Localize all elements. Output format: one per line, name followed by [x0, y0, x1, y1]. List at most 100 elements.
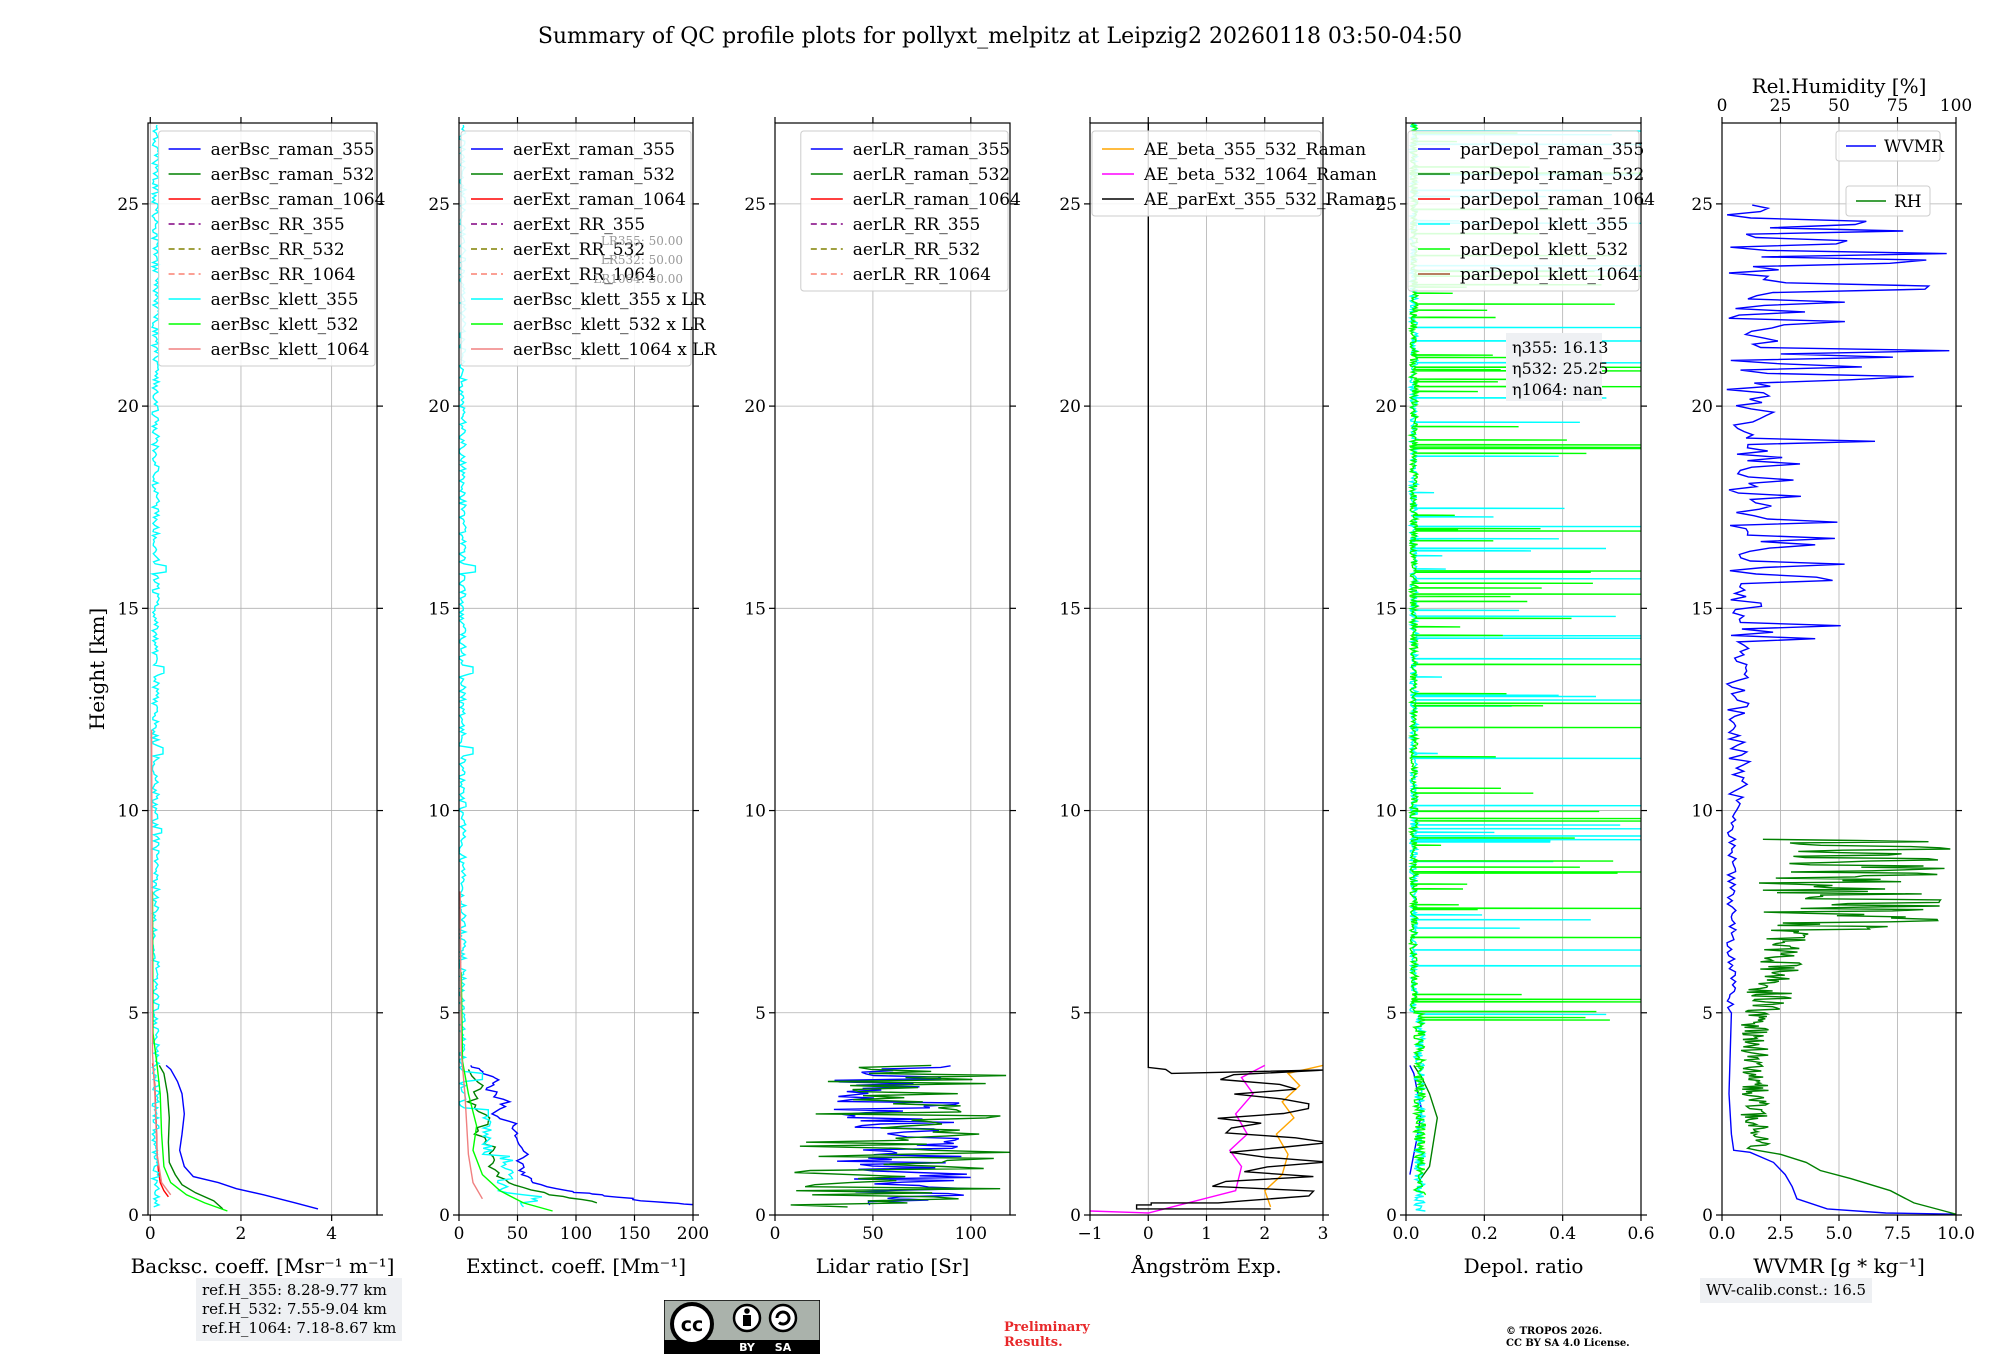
cc-by-label: BY: [739, 1341, 756, 1354]
top-xtick-label: 25: [1770, 96, 1792, 116]
ytick-label: 0: [1702, 1206, 1713, 1226]
legend-label-aerLR_RR_1064: aerLR_RR_1064: [853, 265, 991, 285]
legend-label-parDepol_klett_532: parDepol_klett_532: [1460, 240, 1628, 260]
legend-label-aerBsc_klett_532: aerBsc_klett_532: [211, 315, 359, 335]
xtick-label: −1: [1077, 1224, 1102, 1244]
xtick-label: 0: [454, 1224, 465, 1244]
ytick-label: 10: [1059, 802, 1081, 822]
legend-box-RH: [1845, 185, 1931, 217]
panel-ext: 0 5 10 15 20 25 0 50 100 150 200 Extinct. coeff. [M…: [428, 117, 717, 1278]
legend-label-RH: RH: [1894, 192, 1922, 212]
grid-ae: [1089, 123, 1324, 1216]
series-aerBsc_klett_1064: [150, 729, 172, 1196]
xtick-label: 2: [1259, 1224, 1270, 1244]
legend-box-WVMR: [1835, 130, 1941, 162]
legend-label-aerBsc_klett_355 x LR: aerBsc_klett_355 x LR: [513, 290, 707, 310]
ytick-label: 0: [1386, 1206, 1397, 1226]
legend-label-aerExt_raman_355: aerExt_raman_355: [513, 140, 675, 160]
xtick-label: 5.0: [1825, 1224, 1852, 1244]
xtick-label: 100: [955, 1224, 987, 1244]
cc-sa-label: SA: [775, 1341, 792, 1354]
legend-label-aerBsc_raman_1064: aerBsc_raman_1064: [211, 190, 386, 210]
ytick-label: 25: [117, 195, 139, 215]
ytick-label: 5: [755, 1004, 766, 1024]
xtick-label: 0: [145, 1224, 156, 1244]
xtick-label: 3: [1318, 1224, 1329, 1244]
ytick-label: 15: [1691, 599, 1713, 619]
xtick-label: 200: [677, 1224, 709, 1244]
xtick-label: 10.0: [1937, 1224, 1975, 1244]
xtick-label: 2.5: [1767, 1224, 1794, 1244]
legend-label-aerLR_RR_532: aerLR_RR_532: [853, 240, 980, 260]
ytick-label: 10: [1691, 802, 1713, 822]
legend-label-aerBsc_raman_355: aerBsc_raman_355: [211, 140, 375, 160]
reference-height-box: ref.H_355: 8.28-9.77 km ref.H_532: 7.55-…: [196, 1278, 403, 1341]
ytick-label: 15: [1375, 599, 1397, 619]
legend-label-parDepol_raman_355: parDepol_raman_355: [1460, 140, 1644, 160]
copyright-note: © TROPOS 2026. CC BY SA 4.0 License.: [1506, 1326, 1630, 1350]
xlabel-ae: Ångström Exp.: [1130, 1253, 1281, 1278]
legend-label-WVMR: WVMR: [1884, 137, 1945, 157]
series-group-lr: [790, 1064, 1010, 1208]
eta-text: η355: 16.13: [1512, 338, 1608, 357]
ytick-label: 15: [744, 599, 766, 619]
ytick-label: 20: [1059, 397, 1081, 417]
panel-bsc: 0 5 10 15 20 25 0 2 4 Backsc. coeff. [Msr⁻¹ m⁻¹] H…: [85, 117, 394, 1278]
legend-depol: parDepol_raman_355 parDepol_raman_532 parD…: [1407, 130, 1655, 292]
series-aerBsc_klett_532: [151, 891, 228, 1212]
ytick-label: 10: [428, 802, 450, 822]
xlabel-bsc: Backsc. coeff. [Msr⁻¹ m⁻¹]: [131, 1254, 395, 1278]
xtick-label: 50: [862, 1224, 884, 1244]
ytick-label: 0: [439, 1206, 450, 1226]
legend-box: [460, 130, 692, 367]
ytick-label: 0: [1070, 1206, 1081, 1226]
cc-logo-text: cc: [681, 1314, 704, 1336]
axes-frame-depol: [1405, 122, 1642, 1216]
legend-label-AE_beta_355_532_Raman: AE_beta_355_532_Raman: [1143, 140, 1366, 160]
series-aerBsc_klett_1064 x LR: [459, 891, 484, 1200]
ytick-label: 25: [1059, 195, 1081, 215]
ytick-label: 15: [1059, 599, 1081, 619]
legend-label-parDepol_klett_1064: parDepol_klett_1064: [1460, 265, 1639, 285]
legend-label-aerExt_RR_532: aerExt_RR_532: [513, 240, 645, 260]
figure-title: Summary of QC profile plots for pollyxt_…: [538, 24, 1462, 49]
legend-label-aerExt_raman_1064: aerExt_raman_1064: [513, 190, 686, 210]
ytick-label: 20: [428, 397, 450, 417]
top-xtick-label: 0: [1717, 96, 1728, 116]
xtick-label: 0: [770, 1224, 781, 1244]
xtick-label: 7.5: [1884, 1224, 1911, 1244]
series-parDepol_klett_532: [1407, 123, 1641, 1196]
series-AE_beta_355_532_Raman: [1263, 1064, 1323, 1208]
ytick-label: 5: [1386, 1004, 1397, 1024]
xtick-label: 0: [1143, 1224, 1154, 1244]
legend-label-aerExt_RR_355: aerExt_RR_355: [513, 215, 645, 235]
legend-label-aerBsc_RR_1064: aerBsc_RR_1064: [211, 265, 356, 285]
xtick-label: 0.6: [1627, 1224, 1654, 1244]
copyright-line-2: CC BY SA 4.0 License.: [1506, 1338, 1630, 1349]
legend-label-aerBsc_RR_355: aerBsc_RR_355: [211, 215, 345, 235]
lr-note: LR532: 50.00: [601, 253, 683, 267]
panel-depol: 0 5 10 15 20 25 0.0 0.2 0.4 0.6 Depol. ratio parDep…: [1375, 117, 1655, 1278]
series-AE_beta_532_1064_Raman: [1090, 1064, 1266, 1214]
ytick-label: 20: [1375, 397, 1397, 417]
lr-note: LR1064: 50.00: [593, 272, 683, 286]
legend-label-aerExt_RR_1064: aerExt_RR_1064: [513, 265, 656, 285]
ylabel: Height [km]: [85, 608, 109, 730]
ytick-label: 10: [744, 802, 766, 822]
ytick-label: 15: [428, 599, 450, 619]
panel-wv: 0 5 10 15 20 25 0.0 2.5 5.0 7.5 10.0 WVMR [g * kg⁻¹…: [1691, 74, 1975, 1278]
lr-note: LR355: 50.00: [601, 234, 683, 248]
wv-calib-box: WV-calib.const.: 16.5: [1700, 1278, 1873, 1303]
series-aerExt_raman_355: [470, 1065, 693, 1206]
legend-box: [1407, 130, 1640, 292]
prelim-line-1: Preliminary: [1004, 1320, 1090, 1335]
xtick-label: 0.0: [1708, 1224, 1735, 1244]
series-aerBsc_raman_532: [158, 1065, 224, 1210]
ytick-label: 20: [744, 397, 766, 417]
legend-label-aerBsc_klett_532 x LR: aerBsc_klett_532 x LR: [513, 315, 707, 335]
series-aerBsc_klett_532 x LR: [460, 972, 553, 1212]
legend-label-aerLR_raman_355: aerLR_raman_355: [853, 140, 1010, 160]
xtick-label: 0.2: [1471, 1224, 1498, 1244]
